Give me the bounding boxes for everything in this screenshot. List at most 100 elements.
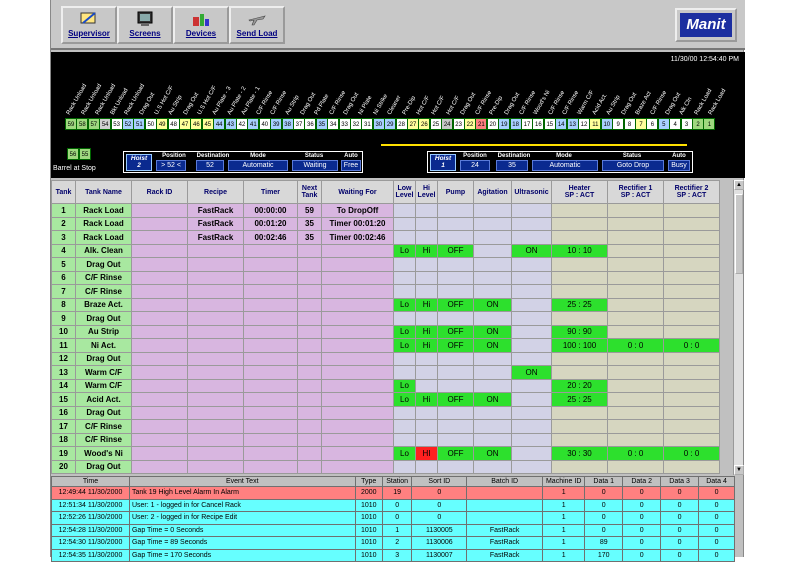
tank-20-cell[interactable]: 20 [486, 118, 499, 130]
grid-cell: 90 : 90 [551, 324, 608, 339]
tank-18-cell[interactable]: 18 [509, 118, 522, 130]
tank-44-cell[interactable]: 44 [213, 118, 226, 130]
send-load-button[interactable]: Send Load [229, 6, 285, 44]
tank-22-cell[interactable]: 22 [464, 118, 476, 130]
tank-56-cell[interactable]: 56 [67, 148, 79, 160]
tank-59-cell[interactable]: 59 [65, 118, 77, 130]
table-row[interactable]: 10 Au Strip Lo Hi OFF ON 90 : 90 [51, 324, 720, 339]
table-row[interactable]: 20 Drag Out [51, 459, 720, 474]
tank-35-cell[interactable]: 35 [315, 118, 328, 130]
tank-14-cell[interactable]: 14 [555, 118, 568, 130]
tank-33-cell[interactable]: 33 [338, 118, 351, 130]
screens-button[interactable]: Screens [117, 6, 173, 44]
tank-29-cell[interactable]: 29 [384, 118, 397, 130]
grid-cell: 00:01:20 [243, 216, 298, 231]
tank-34-cell[interactable]: 34 [327, 118, 340, 130]
table-row[interactable]: 13 Warm C/F ON [51, 365, 720, 380]
grid-cell [663, 324, 720, 339]
tank-21-cell[interactable]: 21 [475, 118, 488, 130]
tank-27-cell[interactable]: 27 [407, 118, 419, 130]
tank-31-cell[interactable]: 31 [361, 118, 374, 130]
tank-57-cell[interactable]: 57 [87, 118, 100, 130]
tank-15-cell[interactable]: 15 [543, 118, 556, 130]
grid-cell [321, 338, 394, 353]
tank-53-cell[interactable]: 53 [110, 118, 123, 130]
tank-36-cell[interactable]: 36 [304, 118, 317, 130]
table-row[interactable]: 5 Drag Out [51, 257, 720, 272]
log-row[interactable]: 12:54:35 11/30/2000 Gap Time = 170 Second… [51, 548, 735, 562]
tank-28-cell[interactable]: 28 [395, 118, 408, 130]
tank-3-cell[interactable]: 3 [680, 118, 693, 130]
table-row[interactable]: 8 Braze Act. Lo Hi OFF ON 25 : 25 [51, 297, 720, 312]
tank-6-cell[interactable]: 6 [646, 118, 659, 130]
hoist-2-panel[interactable]: Hoist 2 Position > 52 < Destination 52 M… [123, 151, 363, 173]
table-row[interactable]: 6 C/F Rinse [51, 270, 720, 285]
table-row[interactable]: 16 Drag Out [51, 405, 720, 420]
log-row[interactable]: 12:52:26 11/30/2000 User: 2 - logged in f… [51, 511, 735, 525]
log-row[interactable]: 12:49:44 11/30/2000 Tank 19 High Level Al… [51, 486, 735, 500]
tank-46-cell[interactable]: 46 [190, 118, 203, 130]
tank-38-cell[interactable]: 38 [281, 118, 294, 130]
tank-16-cell[interactable]: 16 [532, 118, 545, 130]
tank-12-cell[interactable]: 12 [578, 118, 590, 130]
tank-49-cell[interactable]: 49 [156, 118, 169, 130]
scroll-thumb[interactable] [735, 194, 743, 274]
tank-48-cell[interactable]: 48 [167, 118, 180, 130]
tank-19-cell[interactable]: 19 [498, 118, 511, 130]
tank-7-cell[interactable]: 7 [635, 118, 647, 130]
table-row[interactable]: 14 Warm C/F Lo 20 : 20 [51, 378, 720, 393]
tank-10-cell[interactable]: 10 [600, 118, 613, 130]
tank-17-cell[interactable]: 17 [521, 118, 533, 130]
table-row[interactable]: 3 Rack Load FastRack 00:02:46 35 Timer 00:02:… [51, 230, 720, 245]
scroll-up-arrow[interactable]: ▲ [734, 180, 744, 190]
log-row[interactable]: 12:54:30 11/30/2000 Gap Time = 89 Seconds… [51, 536, 735, 550]
devices-button[interactable]: Devices [173, 6, 229, 44]
log-row[interactable]: 12:51:34 11/30/2000 User: 1 - logged in f… [51, 498, 735, 512]
tank-37-cell[interactable]: 37 [293, 118, 305, 130]
tank-58-cell[interactable]: 58 [76, 118, 89, 130]
scroll-down-arrow[interactable]: ▼ [734, 465, 744, 475]
table-row[interactable]: 7 C/F Rinse [51, 284, 720, 299]
table-row[interactable]: 2 Rack Load FastRack 00:01:20 35 Timer 00:01:… [51, 216, 720, 231]
tank-26-cell[interactable]: 26 [418, 118, 431, 130]
tank-13-cell[interactable]: 13 [566, 118, 579, 130]
tank-24-cell[interactable]: 24 [441, 118, 454, 130]
tank-54-cell[interactable]: 54 [99, 118, 112, 130]
tank-30-cell[interactable]: 30 [372, 118, 385, 130]
tank-40-cell[interactable]: 40 [258, 118, 271, 130]
tank-51-cell[interactable]: 51 [133, 118, 146, 130]
tank-8-cell[interactable]: 8 [623, 118, 636, 130]
supervisor-button[interactable]: Supervisor [61, 6, 117, 44]
table-row[interactable]: 1 Rack Load FastRack 00:00:00 59 To DropOff [51, 203, 720, 218]
tank-55-cell[interactable]: 55 [79, 148, 91, 160]
tank-39-cell[interactable]: 39 [270, 118, 283, 130]
tank-5-cell[interactable]: 5 [657, 118, 670, 130]
tank-41-cell[interactable]: 41 [247, 118, 260, 130]
tank-9-cell[interactable]: 9 [612, 118, 625, 130]
table-row[interactable]: 18 C/F Rinse [51, 432, 720, 447]
log-row[interactable]: 12:54:28 11/30/2000 Gap Time = 0 Seconds 1… [51, 523, 735, 537]
table-row[interactable]: 12 Drag Out [51, 351, 720, 366]
table-row[interactable]: 4 Alk. Clean Lo Hi OFF ON 10 : 10 [51, 243, 720, 258]
table-row[interactable]: 17 C/F Rinse [51, 419, 720, 434]
tank-23-cell[interactable]: 23 [452, 118, 465, 130]
table-row[interactable]: 15 Acid Act. Lo Hi OFF ON 25 : 25 [51, 392, 720, 407]
tank-50-cell[interactable]: 50 [144, 118, 157, 130]
tank-1-cell[interactable]: 1 [703, 118, 716, 130]
tank-11-cell[interactable]: 11 [589, 118, 602, 130]
tank-52-cell[interactable]: 52 [122, 118, 134, 130]
tank-47-cell[interactable]: 47 [179, 118, 191, 130]
table-row[interactable]: 9 Drag Out [51, 311, 720, 326]
grid-cell [243, 405, 298, 420]
tank-4-cell[interactable]: 4 [669, 118, 682, 130]
tank-45-cell[interactable]: 45 [201, 118, 214, 130]
grid-scrollbar[interactable]: ▲ ▼ [733, 180, 744, 475]
tank-43-cell[interactable]: 43 [224, 118, 237, 130]
hoist-1-panel[interactable]: Hoist 1 Position 24 Destination 35 Mode … [427, 151, 693, 173]
tank-25-cell[interactable]: 25 [429, 118, 442, 130]
tank-2-cell[interactable]: 2 [692, 118, 704, 130]
tank-32-cell[interactable]: 32 [350, 118, 362, 130]
tank-42-cell[interactable]: 42 [236, 118, 248, 130]
